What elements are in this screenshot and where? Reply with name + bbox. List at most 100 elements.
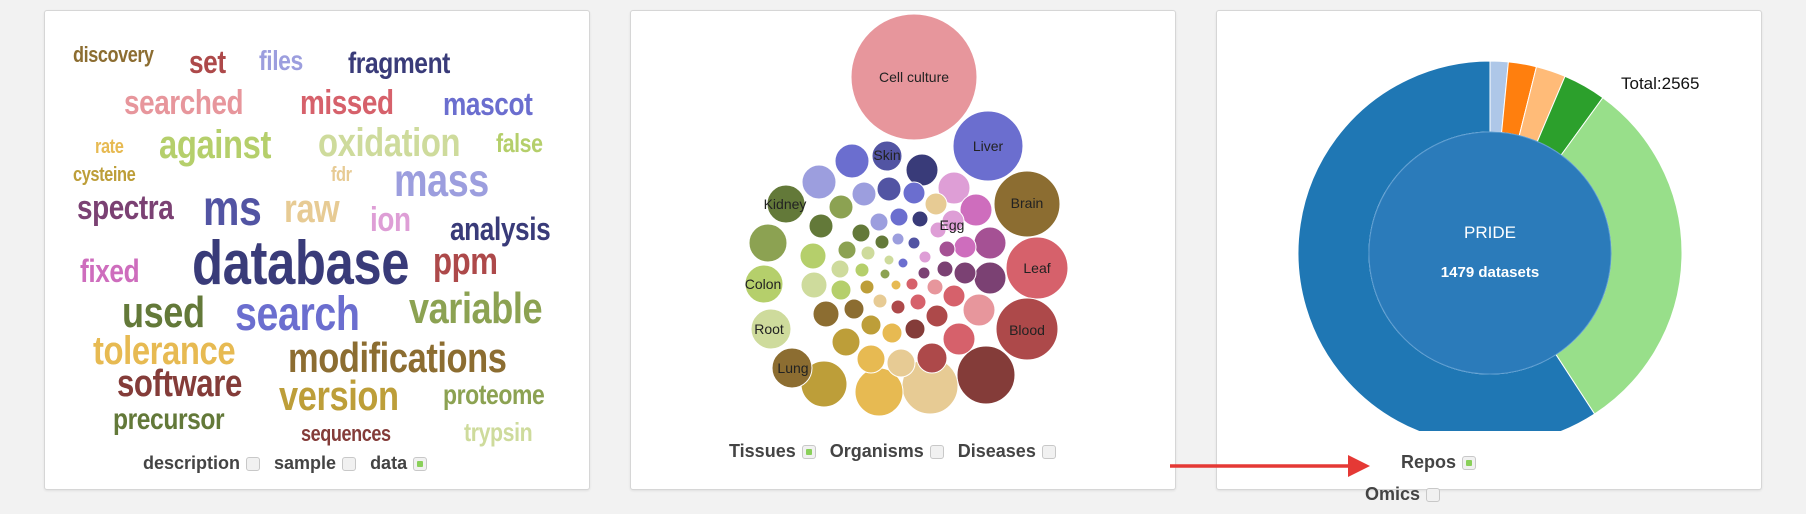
bubble[interactable] [876,176,902,202]
bubble[interactable] [956,345,1016,405]
bubble[interactable] [883,254,895,266]
bubble[interactable] [859,279,875,295]
bubble[interactable] [766,184,806,224]
bubble[interactable] [993,170,1061,238]
bubble[interactable] [869,212,889,232]
bubble[interactable] [924,192,948,216]
bubble[interactable] [1005,236,1069,300]
bubble[interactable] [937,171,971,205]
filter-description-checkbox[interactable] [246,456,261,471]
bubble[interactable] [973,226,1007,260]
bubble[interactable] [918,250,932,264]
bubble[interactable] [850,13,978,141]
bubble[interactable] [828,194,854,220]
bubble[interactable] [771,347,813,389]
word-against[interactable]: against [159,123,271,167]
bubble[interactable] [938,240,956,258]
bubble[interactable] [941,209,965,233]
bubble[interactable] [830,259,850,279]
bubble[interactable] [881,322,903,344]
word-precursor[interactable]: precursor [113,403,225,436]
word-ion[interactable]: ion [370,201,411,239]
bubble[interactable] [843,298,865,320]
filter-tissues-checkbox[interactable] [801,444,816,459]
filter-omics-checkbox[interactable] [1426,487,1441,502]
word-sequences[interactable]: sequences [301,421,391,446]
word-mascot[interactable]: mascot [443,86,533,122]
bubble[interactable] [879,268,891,280]
word-fixed[interactable]: fixed [80,253,140,289]
filter-organisms-checkbox[interactable] [929,444,944,459]
bubble[interactable] [851,181,877,207]
word-discovery[interactable]: discovery [73,42,154,67]
bubble[interactable] [871,140,903,172]
bubble[interactable] [926,278,944,296]
bubble[interactable] [830,279,852,301]
bubble[interactable] [952,110,1024,182]
bubble[interactable] [860,314,882,336]
bubble[interactable] [834,143,870,179]
bubble[interactable] [904,318,926,340]
bubble[interactable] [748,223,788,263]
bubble[interactable] [905,277,919,291]
bubble[interactable] [831,327,861,357]
word-variable[interactable]: variable [409,284,543,333]
bubble[interactable] [800,271,828,299]
word-raw[interactable]: raw [284,187,340,231]
filter-repos-checkbox[interactable] [1462,455,1477,470]
bubble[interactable] [962,293,996,327]
bubble[interactable] [801,164,837,200]
word-ms[interactable]: ms [203,180,262,236]
bubble[interactable] [902,181,926,205]
word-fdr[interactable]: fdr [331,164,352,186]
bubble[interactable] [837,240,857,260]
filter-diseases-checkbox[interactable] [1041,444,1056,459]
bubble[interactable] [808,213,834,239]
bubble[interactable] [812,300,840,328]
word-database[interactable]: database [192,229,410,298]
bubble[interactable] [905,153,939,187]
word-fragment[interactable]: fragment [348,47,450,80]
bubble[interactable] [917,266,931,280]
word-files[interactable]: files [259,45,303,76]
bubble[interactable] [953,261,977,285]
bubble[interactable] [907,236,921,250]
bubble[interactable] [916,342,948,374]
word-modifications[interactable]: modifications [288,334,507,381]
word-tolerance[interactable]: tolerance [93,329,236,373]
bubble[interactable] [860,245,876,261]
bubble[interactable] [973,261,1007,295]
word-proteome[interactable]: proteome [443,379,545,410]
bubble[interactable] [925,304,949,328]
word-oxidation[interactable]: oxidation [318,121,461,165]
bubble[interactable] [874,234,890,250]
word-set[interactable]: set [189,44,226,80]
word-trypsin[interactable]: trypsin [464,417,533,447]
word-false[interactable]: false [496,128,543,158]
word-version[interactable]: version [279,372,399,419]
bubble[interactable] [872,293,888,309]
donut-center[interactable] [1368,131,1612,375]
word-spectra[interactable]: spectra [77,189,174,227]
bubble[interactable] [959,193,993,227]
word-cysteine[interactable]: cysteine [73,164,136,186]
bubble[interactable] [942,284,966,308]
bubble[interactable] [890,279,902,291]
bubble[interactable] [911,210,929,228]
word-missed[interactable]: missed [300,84,394,122]
bubble[interactable] [897,257,909,269]
bubble[interactable] [854,262,870,278]
bubble[interactable] [936,260,954,278]
word-mass[interactable]: mass [394,154,489,206]
bubble[interactable] [856,344,886,374]
filter-sample-checkbox[interactable] [342,456,357,471]
word-search[interactable]: search [235,288,360,341]
bubble[interactable] [995,297,1059,361]
word-ppm[interactable]: ppm [433,241,498,283]
bubble[interactable] [744,264,784,304]
bubble[interactable] [851,223,871,243]
bubble[interactable] [799,242,827,270]
word-software[interactable]: software [117,363,242,405]
word-analysis[interactable]: analysis [450,211,551,247]
bubble[interactable] [942,322,976,356]
